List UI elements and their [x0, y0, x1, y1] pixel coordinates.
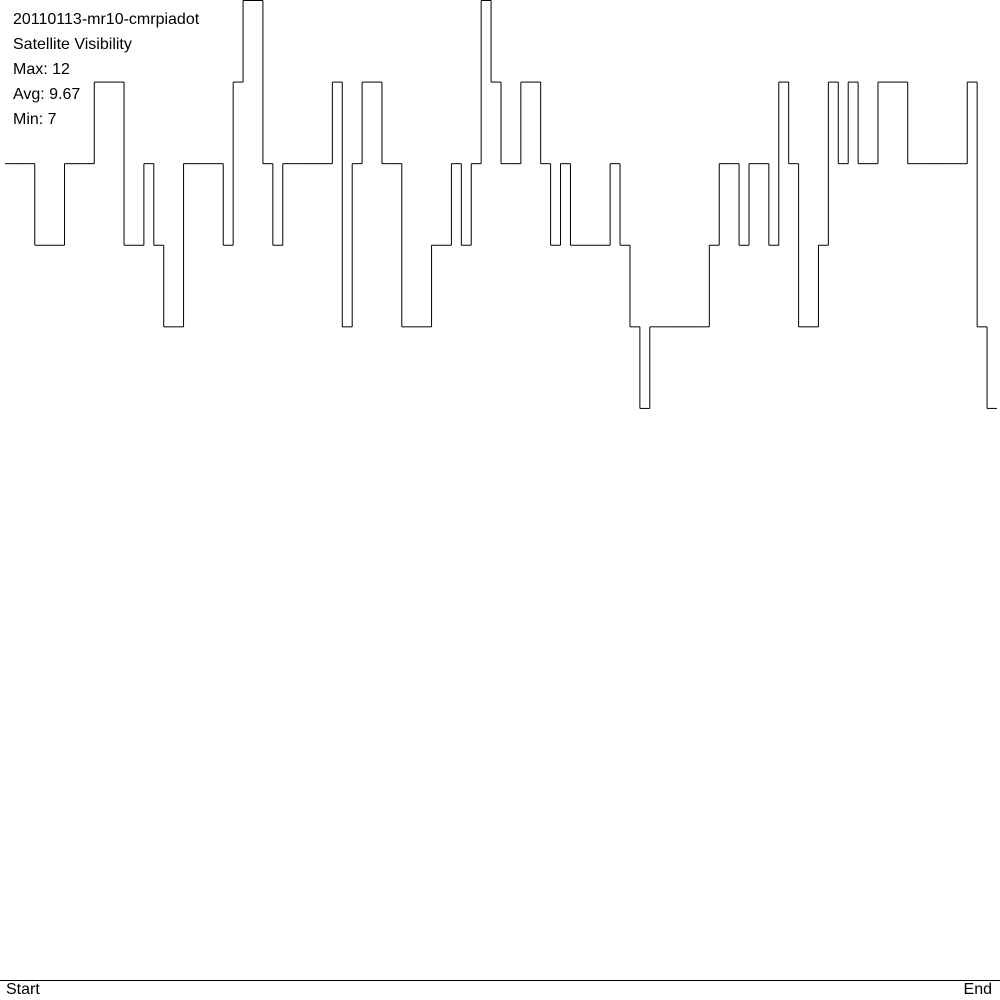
avg-stat: Avg: 9.67: [13, 86, 80, 103]
x-start-label: Start: [6, 981, 40, 998]
x-end-label: End: [964, 981, 992, 998]
min-stat: Min: 7: [13, 111, 57, 128]
chart-title: 20110113-mr10-cmrpiadot: [13, 11, 200, 28]
max-stat: Max: 12: [13, 61, 70, 78]
chart-subtitle: Satellite Visibility: [13, 36, 132, 53]
